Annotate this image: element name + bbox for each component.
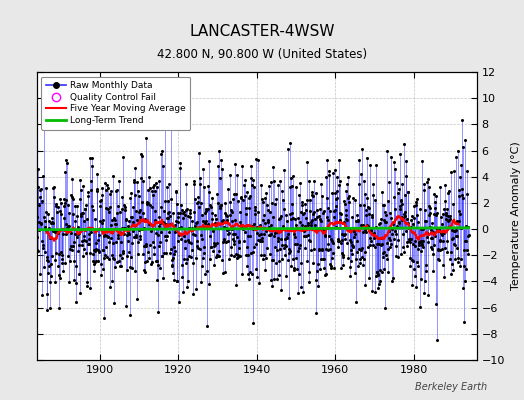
Y-axis label: Temperature Anomaly (°C): Temperature Anomaly (°C) — [510, 142, 521, 290]
Text: Berkeley Earth: Berkeley Earth — [415, 382, 487, 392]
Text: 42.800 N, 90.800 W (United States): 42.800 N, 90.800 W (United States) — [157, 48, 367, 61]
Legend: Raw Monthly Data, Quality Control Fail, Five Year Moving Average, Long-Term Tren: Raw Monthly Data, Quality Control Fail, … — [41, 76, 190, 130]
Text: LANCASTER-4WSW: LANCASTER-4WSW — [189, 24, 335, 39]
